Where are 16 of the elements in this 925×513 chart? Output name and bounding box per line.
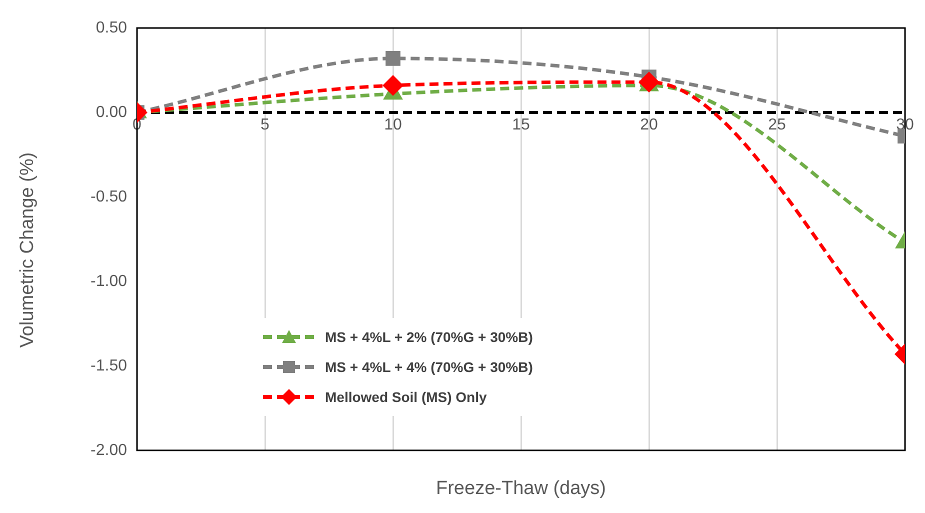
x-tick-label: 15 xyxy=(512,116,530,134)
y-axis-title: Volumetric Change (%) xyxy=(17,152,39,348)
y-tick-label: -1.50 xyxy=(90,357,128,374)
x-tick-label: 10 xyxy=(384,116,402,134)
x-tick-label: 20 xyxy=(640,116,658,134)
y-tick-label: 0.00 xyxy=(96,104,128,121)
legend-label: Mellowed Soil (MS) Only xyxy=(325,389,487,405)
x-axis-title: Freeze-Thaw (days) xyxy=(435,478,607,500)
y-tick-label: 0.50 xyxy=(96,19,128,36)
legend-label: MS + 4%L + 2% (70%G + 30%B) xyxy=(325,329,533,345)
y-tick-label: -2.00 xyxy=(90,442,128,459)
y-tick-label: -1.00 xyxy=(90,272,128,290)
y-tick-label: -0.50 xyxy=(90,188,128,206)
x-tick-label: 5 xyxy=(260,116,270,134)
legend-label: MS + 4%L + 4% (70%G + 30%B) xyxy=(325,359,533,375)
x-tick-label: 25 xyxy=(768,116,786,134)
